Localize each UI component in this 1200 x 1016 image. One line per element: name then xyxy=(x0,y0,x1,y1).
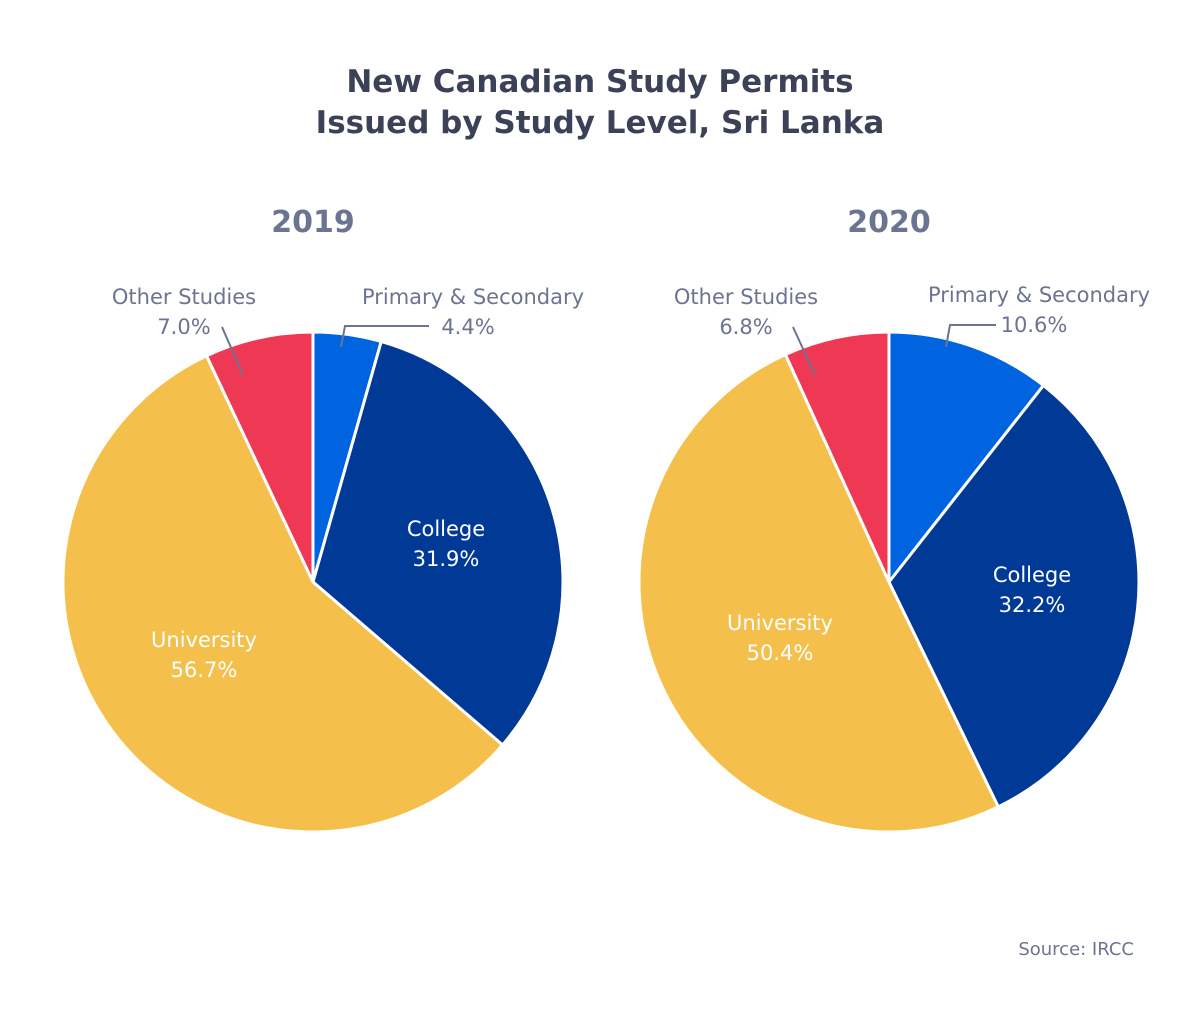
label-2019-university: University xyxy=(151,628,257,652)
value-2020-primary: 10.6% xyxy=(1001,313,1068,337)
source-note: Source: IRCC xyxy=(1018,939,1134,960)
value-2019-university: 56.7% xyxy=(171,658,238,682)
label-2020-other: Other Studies xyxy=(674,285,818,309)
label-2020-primary: Primary & Secondary xyxy=(928,283,1150,307)
label-2020-university: University xyxy=(727,611,833,635)
leader-2019-primary xyxy=(340,325,429,348)
label-2020-college: College xyxy=(993,563,1071,587)
pie-2020-subtitle: 2020 xyxy=(847,205,931,240)
pie-2019 xyxy=(61,330,565,834)
leader-2020-other xyxy=(792,326,816,376)
pie-slice-2020-college xyxy=(887,383,1141,809)
value-2019-college: 31.9% xyxy=(413,547,480,571)
value-2019-other: 7.0% xyxy=(157,315,210,339)
chart-title-line-1: New Canadian Study Permits xyxy=(346,64,853,100)
pie-2019-subtitle: 2019 xyxy=(271,205,355,240)
leader-2020-primary xyxy=(945,324,996,348)
pie-slice-2019-other-studies xyxy=(205,330,315,584)
pie-slice-2019-college xyxy=(311,339,565,747)
leader-2019-other xyxy=(221,326,244,376)
label-2019-other: Other Studies xyxy=(112,285,256,309)
label-2019-primary: Primary & Secondary xyxy=(362,285,584,309)
pie-slice-2020-other-studies xyxy=(783,330,891,584)
value-2020-university: 50.4% xyxy=(747,641,814,665)
value-2020-other: 6.8% xyxy=(719,315,772,339)
value-2020-college: 32.2% xyxy=(999,593,1066,617)
pie-slice-2019-university xyxy=(61,354,505,834)
pie-slice-2020-primary-secondary xyxy=(887,330,1045,584)
label-2019-college: College xyxy=(407,517,485,541)
pie-2020 xyxy=(637,330,1141,834)
pie-slice-2020-university xyxy=(637,352,1000,834)
chart-title-line-2: Issued by Study Level, Sri Lanka xyxy=(316,105,885,141)
value-2019-primary: 4.4% xyxy=(441,315,494,339)
